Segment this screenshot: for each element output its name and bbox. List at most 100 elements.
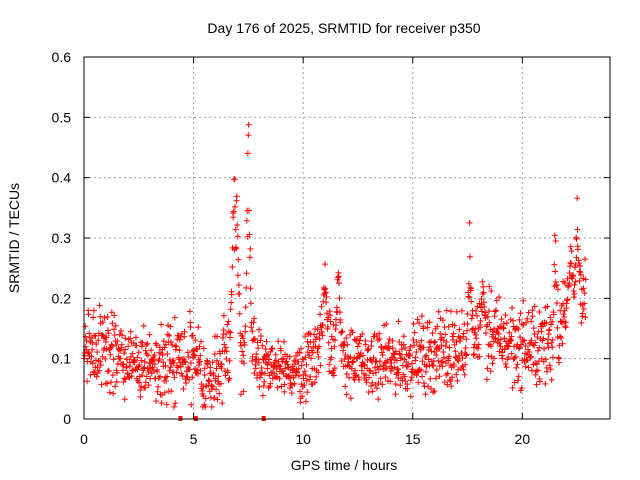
- data-point: [568, 260, 575, 267]
- data-point: [171, 403, 178, 410]
- data-point: [233, 193, 240, 200]
- data-point: [268, 345, 275, 352]
- data-point: [496, 348, 503, 355]
- data-point: [439, 363, 446, 370]
- data-point: [466, 253, 473, 260]
- data-point: [127, 353, 134, 360]
- data-point: [262, 346, 269, 353]
- data-point: [542, 356, 549, 363]
- data-point: [449, 337, 456, 344]
- data-point: [407, 393, 414, 400]
- data-point: [295, 372, 302, 379]
- data-point: [193, 369, 200, 376]
- data-point: [293, 352, 300, 359]
- data-point: [553, 282, 560, 289]
- data-point: [153, 398, 160, 405]
- data-point: [97, 362, 104, 369]
- data-point: [189, 374, 196, 381]
- data-point: [297, 388, 304, 395]
- y-tick-label: 0.5: [52, 109, 72, 125]
- data-point: [348, 365, 355, 372]
- data-point: [200, 345, 207, 352]
- data-point: [242, 304, 249, 311]
- data-point: [417, 346, 424, 353]
- data-point: [404, 385, 411, 392]
- data-point: [406, 352, 413, 359]
- data-point: [249, 358, 256, 365]
- data-point: [284, 361, 291, 368]
- data-point: [548, 321, 555, 328]
- data-point: [246, 231, 253, 238]
- data-point: [164, 350, 171, 357]
- data-point: [219, 335, 226, 342]
- data-point: [143, 341, 150, 348]
- data-point: [355, 374, 362, 381]
- data-point: [142, 347, 149, 354]
- data-point: [171, 374, 178, 381]
- data-point: [257, 374, 264, 381]
- data-point: [112, 322, 119, 329]
- data-point: [500, 320, 507, 327]
- data-point: [464, 310, 471, 317]
- data-point: [468, 285, 475, 292]
- data-point: [167, 338, 174, 345]
- data-point: [531, 330, 538, 337]
- data-point: [515, 373, 522, 380]
- data-point: [96, 367, 103, 374]
- data-point: [169, 358, 176, 365]
- data-point: [342, 383, 349, 390]
- data-point: [386, 336, 393, 343]
- data-point: [305, 343, 312, 350]
- data-point: [439, 317, 446, 324]
- data-point: [135, 349, 142, 356]
- data-point: [393, 357, 400, 364]
- data-point: [548, 376, 555, 383]
- data-point: [146, 331, 153, 338]
- data-point: [391, 351, 398, 358]
- data-point: [438, 342, 445, 349]
- data-point: [443, 339, 450, 346]
- data-point: [261, 378, 268, 385]
- data-point: [213, 357, 220, 364]
- data-point: [516, 344, 523, 351]
- data-point: [259, 392, 266, 399]
- data-point: [281, 388, 288, 395]
- data-point: [309, 349, 316, 356]
- data-point: [293, 369, 300, 376]
- data-point: [160, 338, 167, 345]
- data-point: [122, 346, 129, 353]
- data-point: [164, 331, 171, 338]
- data-point: [431, 339, 438, 346]
- data-point: [230, 214, 237, 221]
- data-point: [319, 332, 326, 339]
- data-point: [302, 398, 309, 405]
- data-point: [575, 260, 582, 267]
- data-point: [542, 380, 549, 387]
- data-point: [501, 335, 508, 342]
- data-point: [344, 341, 351, 348]
- data-point: [469, 312, 476, 319]
- tick-labels: 0 5 10 15 20 0 0.1 0.2 0.3 0.4 0.5 0.6: [52, 49, 531, 447]
- data-point: [491, 308, 498, 315]
- data-point: [474, 303, 481, 310]
- data-point: [352, 372, 359, 379]
- data-point: [196, 358, 203, 365]
- data-point: [564, 296, 571, 303]
- data-point: [118, 344, 125, 351]
- data-point: [427, 343, 434, 350]
- data-point: [231, 176, 238, 183]
- data-point: [447, 308, 454, 315]
- data-point: [436, 362, 443, 369]
- data-point: [226, 375, 233, 382]
- data-point: [433, 366, 440, 373]
- data-point: [325, 339, 332, 346]
- data-point: [576, 268, 583, 275]
- data-point: [415, 379, 422, 386]
- data-point: [276, 362, 283, 369]
- data-point: [253, 351, 260, 358]
- data-point: [192, 337, 199, 344]
- y-tick-label: 0.4: [52, 170, 72, 186]
- data-point: [507, 337, 514, 344]
- data-point: [482, 309, 489, 316]
- data-point: [271, 370, 278, 377]
